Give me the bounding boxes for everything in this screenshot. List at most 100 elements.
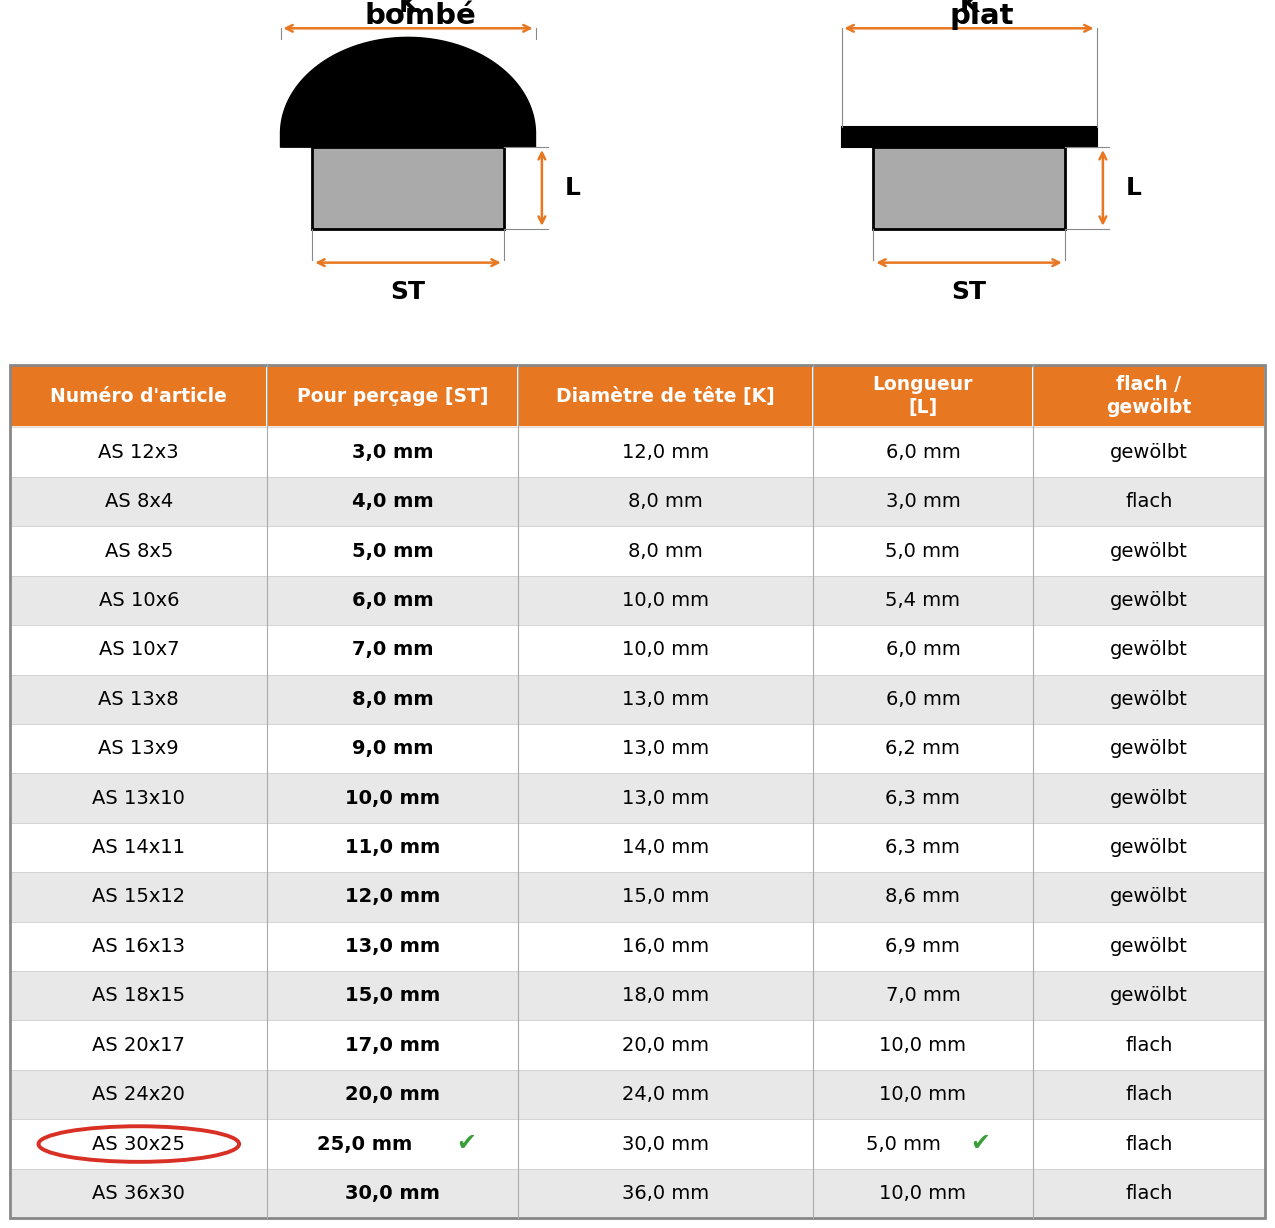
Text: 5,0 mm: 5,0 mm (352, 542, 434, 560)
Text: 5,4 mm: 5,4 mm (885, 591, 960, 610)
Bar (1033, 774, 1265, 823)
Text: AS 14x11: AS 14x11 (92, 837, 185, 857)
Text: 6,2 mm: 6,2 mm (885, 739, 960, 758)
Text: 18,0 mm: 18,0 mm (622, 986, 709, 1006)
Bar (1033, 674, 1265, 725)
Text: 10,0 mm: 10,0 mm (622, 591, 709, 610)
Text: 10,0 mm: 10,0 mm (346, 788, 440, 808)
Text: gewölbt: gewölbt (1109, 788, 1188, 808)
Text: Diamètre de tête [K]: Diamètre de tête [K] (556, 387, 775, 405)
Bar (1033, 365, 1265, 427)
Text: AS 16x13: AS 16x13 (92, 937, 185, 955)
Text: 10,0 mm: 10,0 mm (880, 1035, 966, 1055)
Text: AS 10x7: AS 10x7 (98, 640, 178, 659)
Text: gewölbt: gewölbt (1109, 739, 1188, 758)
Text: gewölbt: gewölbt (1109, 937, 1188, 955)
Text: gewölbt: gewölbt (1109, 442, 1188, 462)
Text: K: K (398, 0, 418, 17)
Bar (813, 922, 1033, 971)
Text: gewölbt: gewölbt (1109, 888, 1188, 906)
Text: flach: flach (1125, 1135, 1173, 1153)
Text: 6,0 mm: 6,0 mm (352, 591, 434, 610)
Text: 10,0 mm: 10,0 mm (880, 1086, 966, 1104)
Text: AS 36x30: AS 36x30 (92, 1184, 185, 1203)
Bar (268, 1169, 519, 1218)
Bar (10, 872, 268, 922)
Bar (268, 922, 519, 971)
Text: AS 8x4: AS 8x4 (105, 492, 173, 511)
Bar (268, 725, 519, 774)
Text: ✔: ✔ (970, 1131, 989, 1154)
Text: 8,0 mm: 8,0 mm (629, 542, 703, 560)
Text: 4,0 mm: 4,0 mm (352, 492, 434, 511)
Text: 13,0 mm: 13,0 mm (622, 739, 709, 758)
Text: AS 13x9: AS 13x9 (98, 739, 178, 758)
Text: 13,0 mm: 13,0 mm (622, 690, 709, 709)
Bar (813, 774, 1033, 823)
Text: flach: flach (1125, 1035, 1173, 1055)
Bar (519, 1020, 813, 1070)
Text: AS 18x15: AS 18x15 (92, 986, 185, 1006)
Bar (268, 527, 519, 576)
Bar (813, 872, 1033, 922)
Text: ✔: ✔ (456, 1131, 477, 1154)
Bar (519, 872, 813, 922)
Bar (10, 1120, 268, 1169)
Text: 15,0 mm: 15,0 mm (622, 888, 709, 906)
Text: gewölbt: gewölbt (1109, 542, 1188, 560)
Bar (813, 427, 1033, 476)
Bar (10, 725, 268, 774)
Bar (10, 922, 268, 971)
Bar (10, 971, 268, 1020)
Bar (268, 872, 519, 922)
Text: 11,0 mm: 11,0 mm (346, 837, 440, 857)
Bar (10, 774, 268, 823)
Polygon shape (280, 37, 536, 147)
Text: Pour perçage [ST]: Pour perçage [ST] (297, 387, 488, 405)
Bar (842, 126, 1096, 147)
Text: 6,9 mm: 6,9 mm (885, 937, 960, 955)
Text: AS 13x8: AS 13x8 (98, 690, 178, 709)
Text: Longueur
[L]: Longueur [L] (872, 376, 973, 418)
Text: K: K (959, 0, 979, 17)
Text: 8,6 mm: 8,6 mm (885, 888, 960, 906)
Text: AS 13x10: AS 13x10 (92, 788, 185, 808)
Bar (268, 427, 519, 476)
Text: 9,0 mm: 9,0 mm (352, 739, 434, 758)
Bar (1033, 872, 1265, 922)
Bar (10, 527, 268, 576)
Bar (813, 823, 1033, 872)
Bar (813, 1169, 1033, 1218)
Bar (10, 625, 268, 674)
Text: gewölbt: gewölbt (1109, 986, 1188, 1006)
Bar (813, 576, 1033, 625)
Text: AS 24x20: AS 24x20 (92, 1086, 185, 1104)
Bar (268, 1120, 519, 1169)
Bar (10, 674, 268, 725)
Text: AS 10x6: AS 10x6 (98, 591, 178, 610)
Bar (1033, 922, 1265, 971)
Text: 16,0 mm: 16,0 mm (622, 937, 709, 955)
Bar (519, 823, 813, 872)
Bar (519, 725, 813, 774)
Bar (813, 625, 1033, 674)
Text: L: L (1126, 176, 1141, 200)
Bar (10, 1169, 268, 1218)
Bar (813, 527, 1033, 576)
Bar (519, 1169, 813, 1218)
Text: 12,0 mm: 12,0 mm (622, 442, 709, 462)
Text: 24,0 mm: 24,0 mm (622, 1086, 709, 1104)
Bar (268, 365, 519, 427)
Bar (1033, 725, 1265, 774)
Bar (268, 774, 519, 823)
Bar (10, 1020, 268, 1070)
Text: AS 20x17: AS 20x17 (92, 1035, 185, 1055)
Text: gewölbt: gewölbt (1109, 690, 1188, 709)
Text: ST: ST (951, 280, 987, 303)
Bar (813, 476, 1033, 527)
Bar (1033, 625, 1265, 674)
Bar (1033, 1070, 1265, 1120)
Bar (1033, 1020, 1265, 1070)
Text: flach: flach (1125, 1184, 1173, 1203)
Bar (519, 476, 813, 527)
